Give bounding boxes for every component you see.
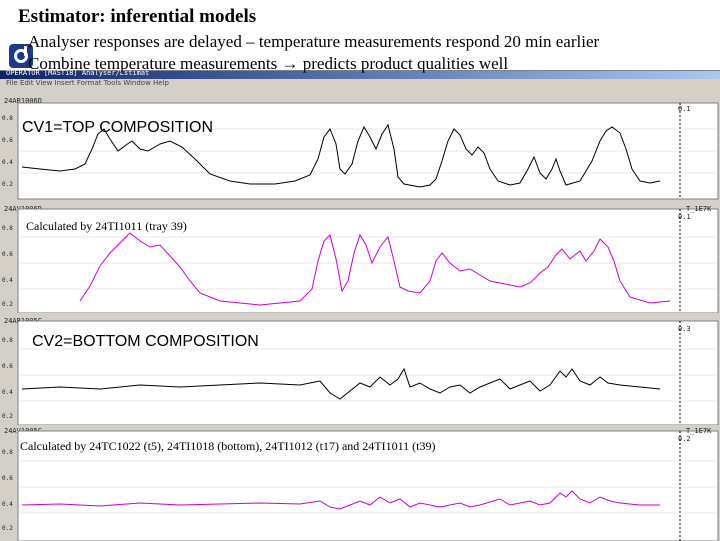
trend-chart-3 [17,320,719,425]
scale-right: 0.2 [678,435,691,443]
trend-chart-4 [17,430,719,541]
bullet-2: Combine temperature measurements → predi… [28,54,508,74]
calc1-label: Calculated by 24TI1011 (tray 39) [26,219,187,233]
bullet-2-result: predicts product qualities well [302,54,509,73]
trend-line-cv1 [21,123,661,188]
panel-tag: 24AR1006D [4,97,42,105]
y-tick-label: 0.8 [2,115,13,122]
y-tick-label: 0.4 [2,277,13,284]
trend-panel-3[interactable]: 24AR1005C 0.3 CV2=BOTTOM COMPOSITION [0,313,720,425]
trend-chart-2 [17,208,719,313]
scale-right: 0.1 [678,213,691,221]
y-tick-label: 0.2 [2,301,13,308]
trend-line-cv2 [21,367,661,400]
arrow-right-icon: → [281,54,299,73]
y-tick-label: 0.2 [2,525,13,532]
menubar[interactable]: File Edit View Insert Format Tools Windo… [0,79,720,88]
calc2-label: Calculated by 24TC1022 (t5), 24TI1018 (b… [20,439,436,453]
scale-right: 0.3 [678,325,691,333]
trend-line-calc1 [79,232,671,306]
trend-chart-1 [17,102,719,200]
y-tick-label: 0.8 [2,449,13,456]
y-tick-label: 0.8 [2,225,13,232]
cv2-label: CV2=BOTTOM COMPOSITION [32,333,259,350]
y-tick-label: 0.2 [2,181,13,188]
y-tick-label: 0.4 [2,501,13,508]
cv1-label: CV1=TOP COMPOSITION [22,119,214,136]
slide-title: Estimator: inferential models [18,6,257,27]
bullet-2-text: Combine temperature measurements [28,54,278,73]
window-title: OPERATOR [MAST18] Analyser/Estimat [6,69,150,77]
y-tick-label: 0.6 [2,251,13,258]
logo-icon [9,44,33,68]
y-tick-label: 0.4 [2,389,13,396]
y-tick-label: 0.4 [2,159,13,166]
y-tick-label: 0.6 [2,137,13,144]
right-marker: T_1E7K [686,427,712,435]
menu-items[interactable]: File Edit View Insert Format Tools Windo… [6,79,170,87]
trend-panel-2[interactable]: 24AV1006D 0.1 T_1E7K Calculated by 24TI1… [0,201,720,313]
right-marker: T_1E7K [686,205,712,213]
trend-line-calc2 [21,490,660,510]
bullet-1: Analyser responses are delayed – tempera… [28,32,600,51]
y-tick-label: 0.6 [2,475,13,482]
trend-viewer-window: OPERATOR [MAST18] Analyser/Estimat File … [0,69,720,541]
y-tick-label: 0.6 [2,363,13,370]
scale-right: 0.1 [678,105,691,113]
y-tick-label: 0.8 [2,337,13,344]
trend-panel-1[interactable]: 24AR1006D 0.1 CV1=TOP COMPOSITION [0,89,720,201]
y-tick-label: 0.2 [2,413,13,420]
trend-panel-4[interactable]: 24AV1005C 0.2 T_1E7K Calculated by 24TC1… [0,425,720,541]
window-titlebar: OPERATOR [MAST18] Analyser/Estimat [0,69,720,79]
